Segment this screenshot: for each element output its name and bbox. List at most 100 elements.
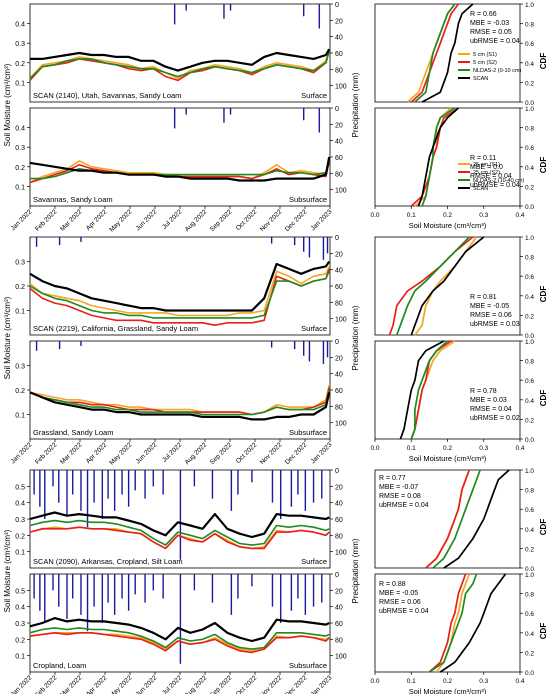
panel-4-precip-bar (326, 341, 329, 358)
panel-1-precip-tick-label: 100 (335, 84, 347, 91)
panel-5-stat-2: RMSE = 0.08 (379, 493, 421, 500)
panel-6-precip-bar (152, 574, 154, 591)
panel-4-precip-bar (302, 341, 305, 356)
panel-5-precip-bar (312, 470, 315, 503)
panel-5-series-s2 (29, 526, 330, 550)
group-3-ts-ylabel: Soil Moisture (cm³/cm³) (3, 529, 12, 612)
panel-5-precip-bar (152, 470, 154, 487)
panel-5-ytick-label: 0.5 (15, 484, 25, 491)
panel-2-precip-bar (173, 108, 176, 129)
panel-5-cdf-scan (443, 469, 510, 569)
panel-5-precip-bar (321, 470, 323, 499)
panel-4-cdf-ytick-label: 0.2 (525, 417, 534, 424)
panel-4-ytick-label: 0.3 (15, 364, 25, 371)
panel-6-cdf-ylabel: CDF (539, 623, 548, 640)
panel-6-ytick-label: 0.4 (15, 605, 25, 612)
panel-2-precip-tick-label: 20 (335, 122, 343, 129)
panel-5-precip-bar (304, 470, 307, 511)
panel-5-precip-bar (162, 470, 164, 495)
panel-4-precip-bar (293, 341, 296, 350)
panel-2-precip-tick-label: 80 (335, 171, 343, 178)
panel-4-cdf-ytick-label: 1.0 (525, 339, 534, 346)
panel-3-precip-bar (270, 237, 273, 244)
panel-3-precip-bar (80, 237, 82, 242)
panel-3-stat-0: R = 0.81 (470, 294, 497, 301)
panel-6-precip-bar (211, 574, 214, 603)
panel-1-cdf-ytick-label: 0.8 (525, 22, 534, 29)
panel-6-stat-1: MBE = -0.05 (379, 590, 418, 597)
panel-1-cdf-ytick-label: 1.0 (525, 2, 534, 9)
panel-3-cdf-ytick-label: 0.6 (525, 274, 534, 281)
panel-4-stat-2: RMSE = 0.04 (470, 406, 512, 413)
panel-1-site-label: SCAN (2140), Utah, Savannas, Sandy Loam (33, 91, 181, 100)
panel-6-precip-bar (72, 574, 74, 599)
panel-1-legend-label: SCAN (473, 76, 488, 82)
panel-5-precip-bar (144, 470, 146, 499)
panel-6-layer-label: Subsurface (289, 661, 327, 670)
panel-1-cdf-frame (374, 3, 521, 103)
panel-6-precip-bar (86, 574, 89, 632)
panel-5-cdf-ytick-label: 1.0 (525, 468, 534, 475)
panel-6-cdf-xtick-label: 0.1 (407, 678, 416, 685)
panel-1-precip-tick-label: 40 (335, 35, 343, 42)
panel-5-ytick-label: 0.2 (15, 533, 25, 540)
panel-2-precip-bar (185, 108, 187, 115)
panel-5-site-label: SCAN (2090), Arkansas, Cropland, Silt Lo… (33, 557, 183, 566)
panel-4-precip-bar (58, 341, 61, 350)
panel-6-precip-bar (33, 574, 35, 599)
panel-2-stat-1: MBE = 0.0 (470, 164, 503, 171)
panel-4-cdf-ytick-label: 0.0 (525, 437, 534, 444)
panel-4-precip-bar (270, 341, 273, 348)
panel-1-stat-2: RMSE = 0.05 (470, 29, 512, 36)
panel-3-stat-3: ubRMSE = 0.03 (470, 321, 520, 328)
panel-2-precip-bar (318, 108, 321, 133)
panel-4-precip-bar (80, 341, 82, 346)
panel-5-precip-bar (121, 470, 123, 495)
panel-3-ytick-label: 0.2 (15, 284, 25, 291)
panel-5-precip-bar (66, 470, 68, 515)
panel-5-cdf-ytick-label: 0.2 (525, 546, 534, 553)
panel-6-precip-tick-label: 40 (335, 605, 343, 612)
panel-3-stat-2: RMSE = 0.06 (470, 312, 512, 319)
panel-5-series-nldas (29, 519, 330, 546)
panel-5-precip-bar (279, 470, 282, 519)
panel-5-precip-bar (52, 470, 54, 487)
panel-2-cdf-ytick-label: 0.4 (525, 165, 534, 172)
panel-6-precip-tick-label: 20 (335, 588, 343, 595)
panel-4-cdf-ytick-label: 0.6 (525, 378, 534, 385)
panel-4-cdf-xtick-label: 0.4 (515, 445, 524, 452)
panel-2-cdf-scan (417, 107, 459, 207)
panel-6-precip-bar (121, 574, 123, 599)
panel-5-precip-bar (33, 470, 35, 495)
panel-6-precip-bar (127, 574, 130, 611)
panel-6-precip-bar (58, 574, 60, 607)
panel-4-cdf-ylabel: CDF (539, 390, 548, 407)
panel-4-cdf-xtick-label: 0.3 (479, 445, 488, 452)
panel-6-cdf-ytick-label: 0.2 (525, 650, 534, 657)
panel-1-precip-tick-label: 60 (335, 51, 343, 58)
panel-2-ytick-label: 0.3 (15, 145, 25, 152)
panel-6-precip-tick-label: 100 (335, 654, 347, 661)
panel-5-precip-tick-label: 80 (335, 533, 343, 540)
panel-4-precip-bar (35, 341, 38, 351)
panel-1-legend-label: 5 cm (S1) (473, 52, 497, 58)
panel-3-precip-bar (58, 237, 61, 246)
panel-1-ytick-label: 0.1 (15, 80, 25, 87)
panel-1-precip-bar (229, 4, 232, 11)
panel-6-series-nldas (29, 627, 330, 650)
panel-5-stat-0: R = 0.77 (379, 475, 406, 482)
panel-1-stat-1: MBE = -0.03 (470, 20, 509, 27)
panel-6-cdf-ytick-label: 0.8 (525, 592, 534, 599)
panel-5-precip-bar (80, 470, 82, 511)
panel-6-precip-tick-label: 80 (335, 637, 343, 644)
panel-6-precip-bar (279, 574, 282, 623)
panel-3-precip-bar (326, 237, 329, 254)
panel-6-cdf-xtick-label: 0.2 (443, 678, 452, 685)
panel-4-ytick-label: 0.2 (15, 388, 25, 395)
panel-3-cdf-ytick-label: 0.2 (525, 313, 534, 320)
group-1-precip-label: Precipitation (mm) (351, 72, 360, 137)
panel-4-series-s1 (29, 384, 330, 416)
panel-5-cdf-nldas (432, 469, 481, 569)
